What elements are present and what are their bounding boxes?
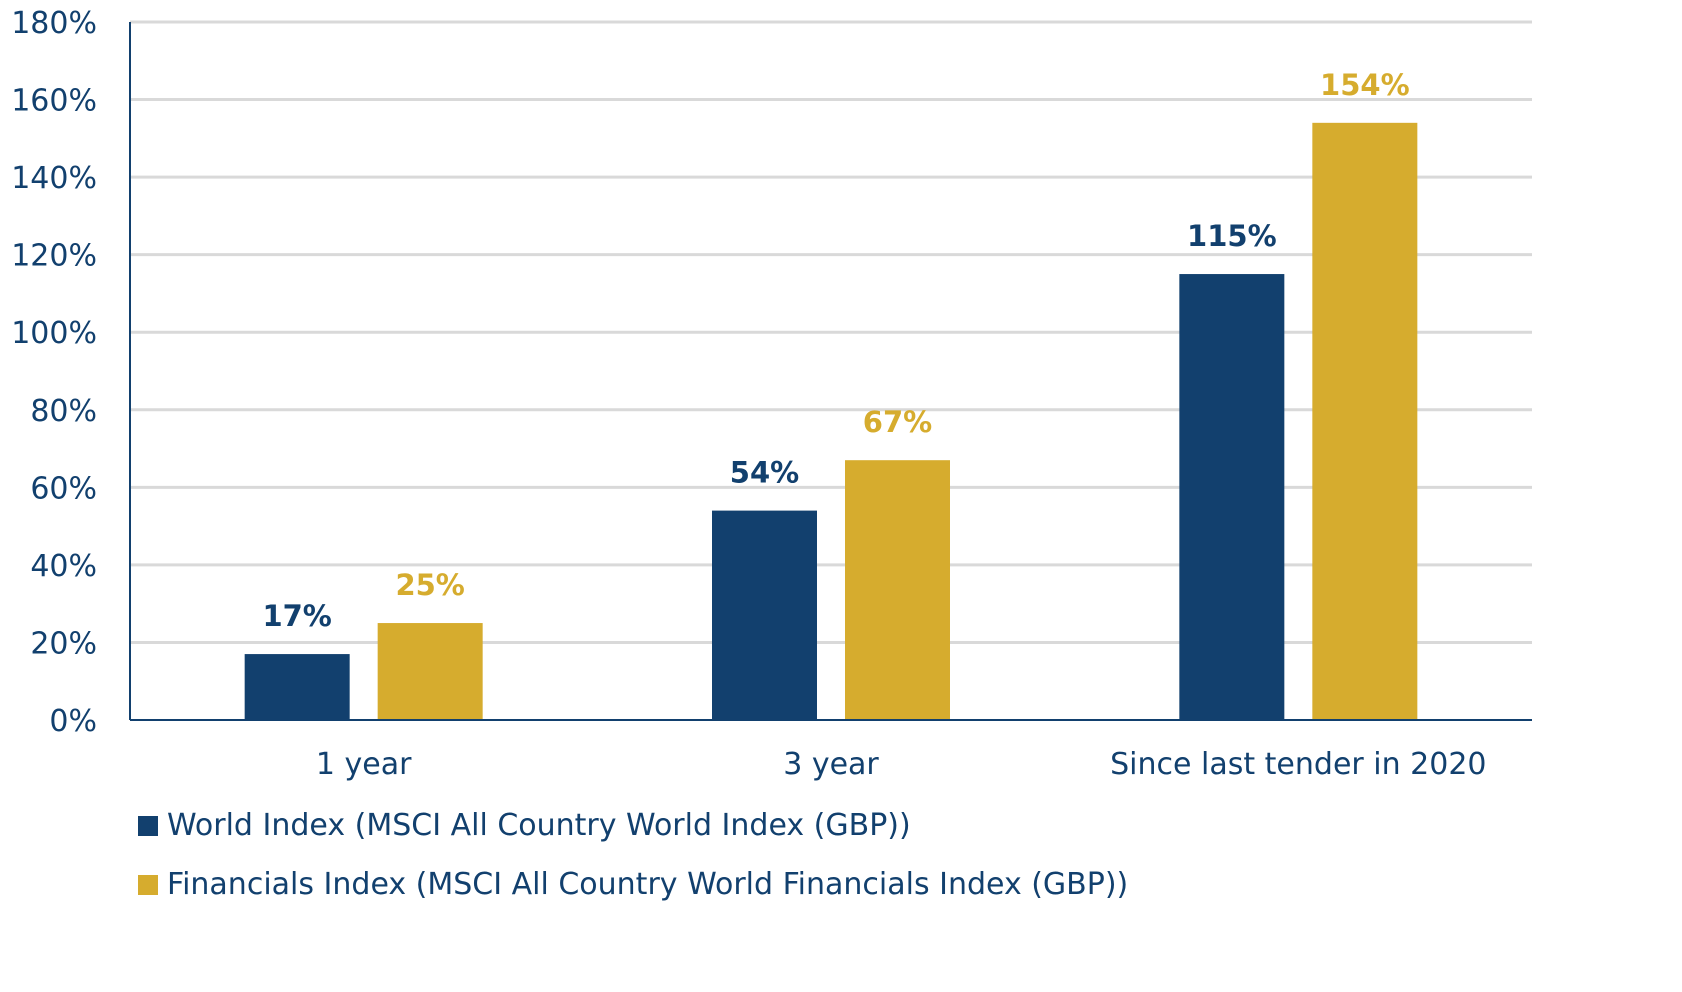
- bar-value-label: 115%: [1187, 219, 1277, 253]
- y-tick-label: 0%: [49, 704, 97, 739]
- bar: [1179, 274, 1285, 720]
- y-tick-label: 100%: [11, 316, 97, 351]
- legend-swatch-financials-index: [138, 874, 158, 895]
- y-axis-ticks: 0% 20% 40% 60% 80% 100% 120% 140% 160% 180%: [11, 6, 97, 739]
- y-tick-label: 80%: [30, 394, 97, 429]
- y-tick-label: 60%: [30, 471, 97, 506]
- data-labels: 17% 25% 54% 67% 115% 154%: [262, 68, 1409, 633]
- bar: [845, 460, 950, 720]
- y-tick-label: 140%: [11, 161, 97, 196]
- bar: [1312, 122, 1418, 721]
- y-tick-label: 120%: [11, 239, 97, 274]
- x-category-label: Since last tender in 2020: [1110, 747, 1486, 782]
- bar: [377, 623, 483, 720]
- y-tick-label: 40%: [30, 549, 97, 584]
- bars: [244, 122, 1418, 721]
- gridlines: [130, 20, 1532, 644]
- bar-value-label: 17%: [262, 599, 331, 633]
- bar-value-label: 154%: [1320, 68, 1410, 102]
- legend-item-financials-index: Financials Index (MSCI All Country World…: [138, 867, 1128, 902]
- bar: [712, 510, 817, 720]
- bar: [244, 654, 350, 720]
- legend-label-world-index: World Index (MSCI All Country World Inde…: [167, 808, 911, 843]
- x-axis-categories: 1 year 3 year Since last tender in 2020: [316, 747, 1487, 782]
- y-tick-label: 20%: [30, 626, 97, 661]
- x-category-label: 3 year: [783, 747, 879, 782]
- y-tick-label: 180%: [11, 6, 97, 41]
- y-tick-label: 160%: [11, 84, 97, 119]
- x-category-label: 1 year: [316, 747, 412, 782]
- bar-value-label: 67%: [863, 405, 932, 439]
- legend-swatch-world-index: [138, 815, 158, 836]
- bar-value-label: 25%: [395, 568, 464, 602]
- legend-item-world-index: World Index (MSCI All Country World Inde…: [138, 808, 911, 843]
- bar-value-label: 54%: [730, 456, 799, 490]
- legend-label-financials-index: Financials Index (MSCI All Country World…: [167, 867, 1129, 902]
